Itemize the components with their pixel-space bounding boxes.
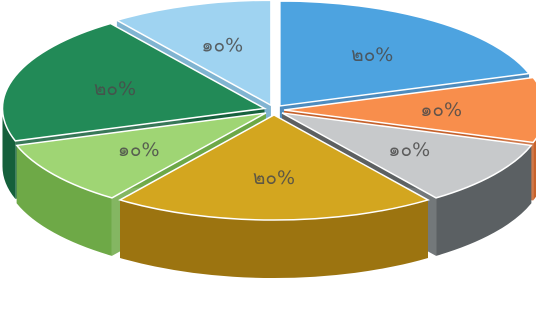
pie-slice-side-4 [120, 199, 428, 279]
pie-slice-side-3 [436, 145, 532, 256]
pie-slice-side-5 [16, 145, 112, 256]
pie-slice-side-2 [533, 138, 536, 201]
pie-slice-label-4: ๒๐% [253, 167, 295, 189]
pie-slice-label-1: ๒๐% [351, 44, 393, 66]
pie-slice-top-7 [114, 0, 272, 107]
pie-slice-label-2: ๑๐% [420, 99, 462, 121]
pie-slice-top-5 [15, 112, 267, 199]
pie-slice-top-6 [1, 22, 267, 142]
pie-slice-top-3 [281, 112, 533, 199]
pie-slice-top-1 [279, 0, 531, 107]
pie-slice-label-6: ๒๐% [94, 78, 136, 100]
pie-slice-label-5: ๑๐% [118, 139, 160, 161]
pie-slice-label-7: ๑๐% [201, 34, 243, 56]
pie-slice-side-6 [2, 108, 16, 199]
pie-slice-label-3: ๑๐% [388, 139, 430, 161]
pie-slice-top-2 [283, 76, 536, 144]
pie-slice-4 [118, 114, 430, 279]
pie-slice-top-4 [118, 114, 430, 221]
